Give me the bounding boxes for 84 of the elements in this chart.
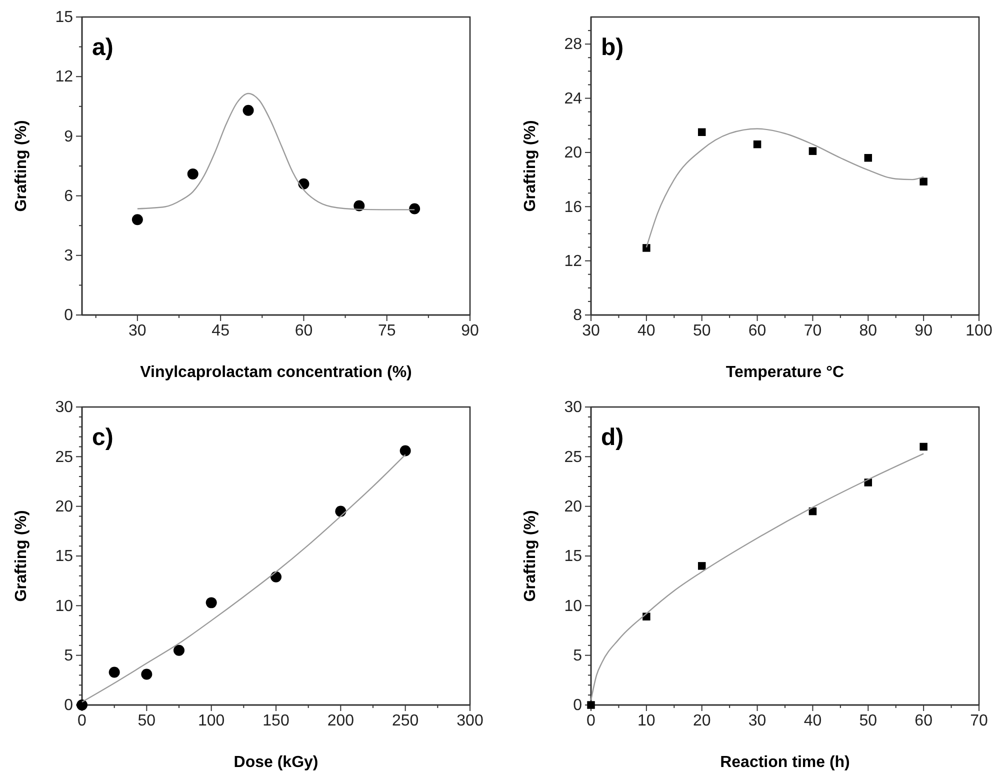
- y-tick-label: 30: [55, 399, 74, 416]
- point: [864, 154, 872, 162]
- point: [206, 597, 217, 608]
- y-axis-title: Grafting (%): [522, 510, 539, 602]
- point: [108, 666, 120, 678]
- y-tick-label: 8: [573, 307, 582, 324]
- text: c): [92, 424, 114, 451]
- y-tick-label: 24: [564, 90, 582, 108]
- point: [920, 442, 928, 451]
- point: [400, 445, 411, 456]
- x-axis-title: Reaction time (h): [720, 754, 850, 771]
- x-tick-label: 150: [262, 712, 290, 730]
- point: [698, 128, 706, 136]
- x-tick-label: 0: [78, 712, 87, 730]
- y-tick-label: 15: [55, 548, 74, 566]
- y-tick-label: 0: [64, 307, 74, 324]
- x-tick-label: 0: [586, 712, 596, 730]
- point: [132, 214, 143, 226]
- x-tick-label: 90: [461, 322, 479, 340]
- x-tick-label: 30: [128, 322, 146, 340]
- point: [808, 147, 817, 155]
- text: a): [92, 34, 114, 61]
- x-tick-label: 50: [138, 712, 156, 730]
- x-tick-label: 20: [692, 712, 711, 730]
- x-axis-title: Temperature °C: [726, 364, 845, 381]
- x-tick-label: 50: [692, 322, 711, 340]
- x-tick-label: 200: [327, 712, 354, 730]
- x-tick-label: 70: [970, 712, 988, 730]
- y-tick-label: 5: [573, 647, 582, 664]
- point: [642, 244, 650, 252]
- point: [409, 203, 420, 214]
- x-tick-label: 60: [748, 322, 766, 340]
- y-tick-label: 12: [55, 68, 74, 86]
- y-tick-label: 6: [64, 188, 74, 205]
- y-tick-label: 12: [564, 252, 582, 270]
- y-tick-label: 10: [55, 598, 74, 615]
- x-tick-label: 50: [859, 712, 878, 730]
- y-tick-label: 30: [564, 399, 582, 416]
- x-tick-label: 30: [748, 712, 766, 730]
- x-tick-label: 10: [638, 712, 656, 730]
- x-axis-title: Dose (kGy): [234, 754, 318, 771]
- y-tick-label: 9: [64, 128, 74, 146]
- point: [270, 571, 282, 582]
- x-tick-label: 250: [392, 712, 419, 730]
- y-axis-title: Grafting (%): [522, 120, 539, 212]
- x-tick-label: 60: [294, 322, 313, 340]
- y-tick-label: 0: [573, 697, 582, 714]
- point: [187, 168, 198, 180]
- point: [698, 562, 706, 570]
- point: [174, 644, 184, 656]
- point: [753, 140, 762, 148]
- point: [920, 178, 928, 186]
- y-tick-label: 15: [55, 9, 74, 26]
- y-tick-label: 20: [564, 498, 582, 516]
- x-tick-label: 70: [804, 322, 822, 340]
- y-tick-label: 0: [64, 697, 74, 714]
- y-tick-label: 10: [564, 598, 582, 615]
- x-tick-label: 40: [638, 322, 656, 340]
- point: [141, 668, 152, 680]
- y-tick-label: 20: [564, 144, 582, 162]
- y-tick-label: 25: [55, 448, 74, 466]
- point: [242, 104, 254, 116]
- y-tick-label: 3: [64, 248, 74, 265]
- text: b): [601, 34, 624, 61]
- x-tick-label: 60: [914, 712, 933, 730]
- y-tick-label: 5: [64, 647, 74, 664]
- x-tick-label: 90: [914, 322, 933, 340]
- text: d): [601, 424, 624, 451]
- point: [587, 701, 595, 709]
- x-tick-label: 45: [212, 322, 230, 340]
- y-tick-label: 28: [564, 36, 582, 54]
- x-tick-label: 75: [378, 322, 396, 340]
- y-tick-label: 25: [564, 448, 582, 466]
- x-axis-title: Vinylcaprolactam concentration (%): [140, 364, 412, 381]
- y-tick-label: 15: [564, 548, 582, 566]
- x-tick-label: 100: [966, 322, 992, 340]
- y-tick-label: 20: [55, 498, 74, 516]
- x-tick-label: 300: [456, 712, 484, 730]
- y-tick-label: 16: [564, 198, 582, 216]
- x-tick-label: 40: [804, 712, 822, 730]
- x-tick-label: 100: [198, 712, 225, 730]
- y-axis-title: Grafting (%): [13, 120, 30, 212]
- x-tick-label: 80: [859, 322, 878, 340]
- y-axis-title: Grafting (%): [13, 510, 30, 602]
